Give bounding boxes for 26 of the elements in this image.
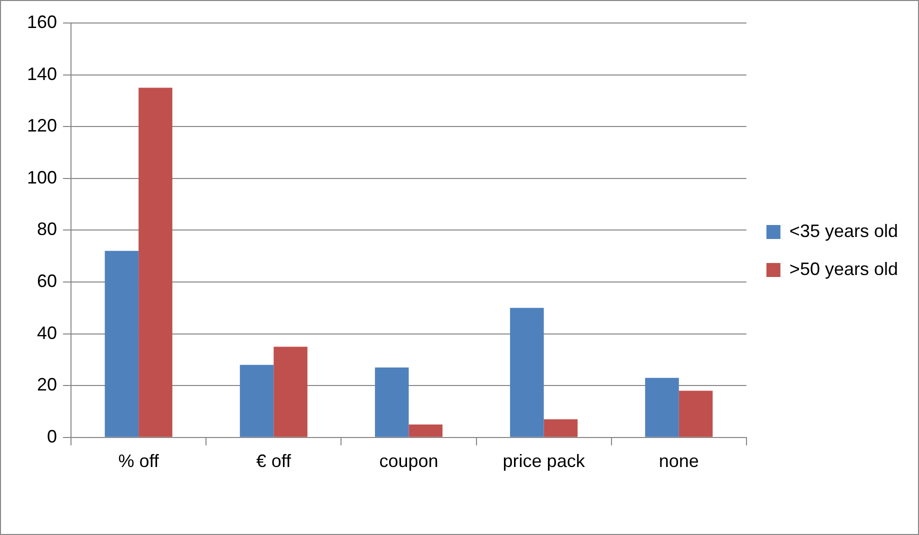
bar xyxy=(645,378,679,437)
bar xyxy=(274,346,308,437)
y-tick-label: 80 xyxy=(37,219,58,240)
x-tick-label: price pack xyxy=(502,451,586,472)
bar xyxy=(240,364,274,437)
bar xyxy=(138,88,172,437)
x-tick-label: % off xyxy=(118,451,160,472)
y-tick-label: 140 xyxy=(26,64,58,84)
bar xyxy=(104,250,139,437)
bar xyxy=(510,308,544,437)
y-tick-label: 100 xyxy=(26,167,58,188)
x-tick-label: coupon xyxy=(379,451,438,472)
legend-label: <35 years old xyxy=(789,220,898,241)
legend-label: >50 years old xyxy=(789,258,898,279)
bar xyxy=(678,390,713,437)
y-tick-label: 60 xyxy=(37,270,58,291)
y-tick-label: 160 xyxy=(26,12,58,32)
y-tick-label: 0 xyxy=(47,426,58,446)
y-tick-label: 120 xyxy=(26,116,58,136)
bar xyxy=(544,419,578,437)
y-tick-label: 40 xyxy=(37,322,58,343)
bar xyxy=(408,424,442,437)
y-tick-label: 20 xyxy=(37,374,58,395)
x-tick-label: none xyxy=(658,451,699,472)
x-tick-label: € off xyxy=(256,451,292,472)
bar xyxy=(374,367,409,437)
